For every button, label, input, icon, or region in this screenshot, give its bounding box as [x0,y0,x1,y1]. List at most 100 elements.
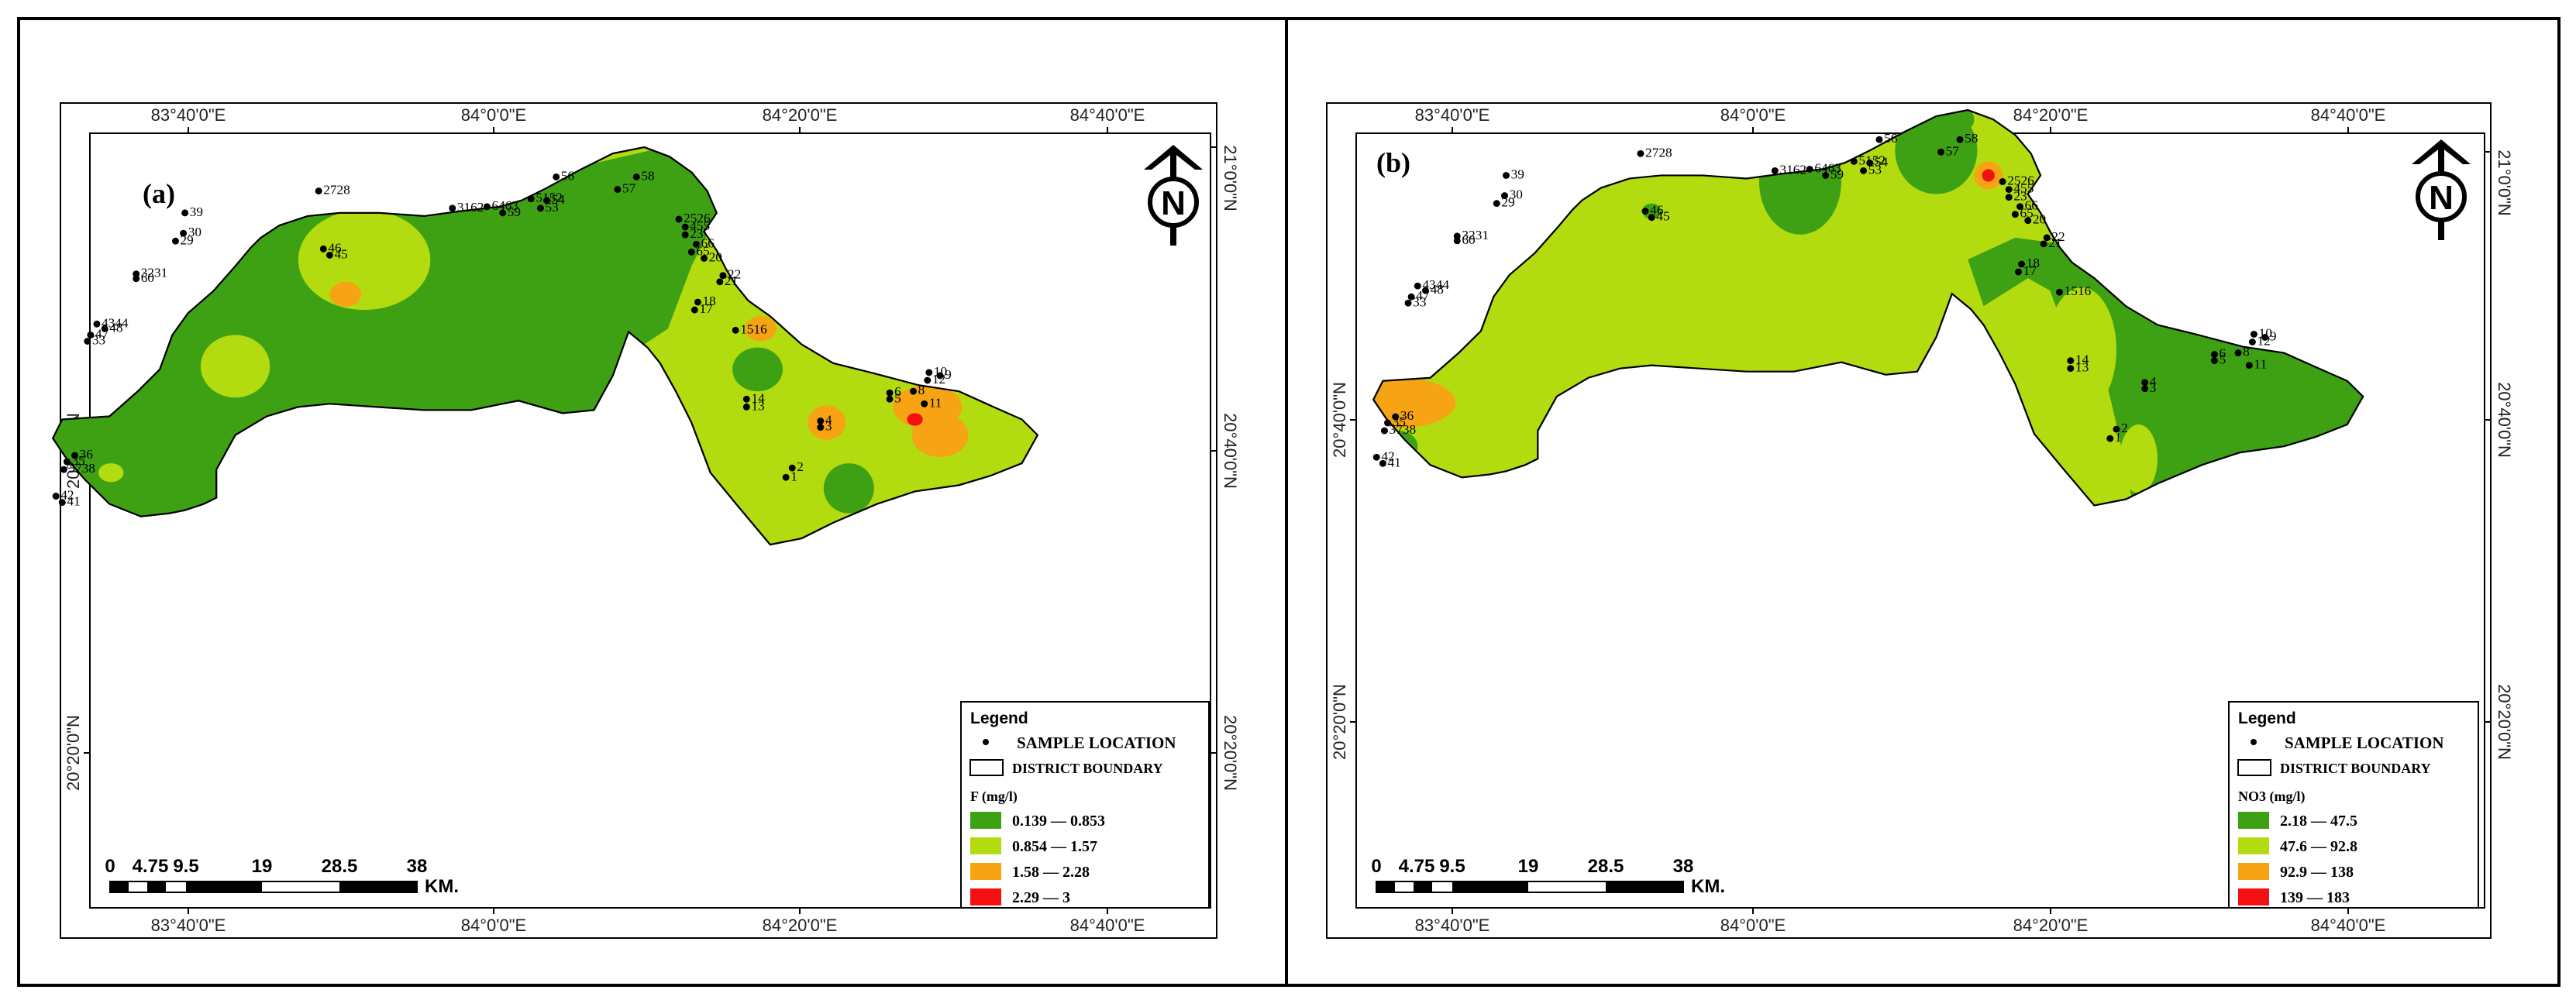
sample-point [181,209,189,217]
sample-label: 17 [699,301,713,316]
sample-point [527,195,535,203]
sample-point [782,473,790,481]
sample-point [63,458,71,466]
sample-label: 29 [181,232,194,247]
sample-point [1637,149,1644,157]
sample-label: 66 [701,235,715,250]
sample-label: 4344 [102,315,129,330]
sample-label: 18 [703,294,716,308]
sample-label: 4 [825,413,832,428]
sample-label: 46 [328,240,342,255]
scale-unit: KM. [425,876,459,897]
nitrate-class-47.6-92.8 [1373,110,2364,506]
sample-label: 47 [1416,288,1430,303]
bottom-tick-label: 84°20'0"E [2013,916,2089,935]
legend-class-swatch [970,837,1001,854]
sample-label: 21 [725,273,738,288]
sample-label: 2526 [684,211,711,225]
sample-point [692,240,700,248]
sample-label: 3162 [1779,163,1806,177]
nitrate-class-47.6-92.8 [2047,287,2116,412]
sample-point [742,395,750,403]
bottom-tick-label: 84°20'0"E [763,916,838,935]
map-inner-frame [89,132,1211,909]
legend-class-label: 2.29 — 3 [1012,889,1070,906]
sample-point [1404,299,1412,307]
bottom-tick-label: 84°40'0"E [2311,916,2386,935]
sample-label: 56 [1884,131,1898,146]
sample-point [499,209,507,217]
sample-label: 1516 [740,321,767,336]
legend-class-label: 92.9 — 138 [2280,864,2354,881]
top-tick-label: 84°0'0"E [461,105,526,125]
sample-point [2261,334,2269,341]
sample-label: 4344 [1422,277,1449,292]
sample-label: 22 [728,267,741,282]
sample-point [84,338,91,345]
sample-point [1822,172,1830,179]
svg-text:0: 0 [1371,856,1381,877]
north-arrow-icon: N [2412,139,2471,240]
svg-text:28.5: 28.5 [1588,856,1624,877]
sample-point [133,275,140,283]
fluoride-class-1.58-2.28 [808,405,846,440]
nitrate-class-92.9-138 [1458,167,1491,190]
sample-point [675,215,683,223]
sample-point [681,223,689,231]
sample-label: 46 [1650,203,1664,218]
sample-label: 8 [2243,345,2250,359]
svg-text:38: 38 [407,856,428,877]
sample-label: 42 [60,488,74,503]
nitrate-class-92.9-138 [1617,160,1655,179]
bottom-tick-label: 84°0'0"E [461,916,526,935]
sample-point [483,203,491,211]
sample-location-symbol [2251,739,2257,745]
sample-label: 1516 [2065,284,2092,298]
fluoride-class-0.139-0.853 [823,463,874,514]
legend-class-label: 1.58 — 2.28 [1012,864,1090,881]
sample-label: 30 [1510,187,1523,202]
fluoride-class-0.854-1.57 [200,335,270,398]
sample-point [1421,287,1429,294]
svg-text:19: 19 [252,856,273,877]
sample-point [2210,357,2218,365]
legend-class-swatch [2238,812,2269,829]
svg-text:4.75: 4.75 [1399,856,1435,877]
right-tick-label: 21°0'0"N [1221,145,1240,211]
district-boundary-symbol [2237,759,2271,776]
sample-label: 14 [751,390,765,405]
sample-point [1379,459,1386,467]
svg-text:N: N [2429,179,2454,217]
sample-label: 65 [696,243,709,258]
district-boundary-symbol [969,759,1004,776]
sample-point [1806,165,1813,173]
map-neatline [1326,102,2492,939]
sample-label: 47 [95,327,109,342]
sample-label: 13 [2075,360,2089,375]
sample-point [886,389,894,397]
sample-point [101,325,108,332]
sample-label: 57 [622,181,636,196]
sample-point [2040,240,2047,248]
sample-label: 48 [109,320,122,335]
svg-text:38: 38 [1673,856,1694,877]
sample-label: 11 [929,395,942,410]
sample-point [536,204,544,212]
sample-label: 53 [1868,163,1882,177]
sample-point [681,231,689,239]
legend-class-label: 47.6 — 92.8 [2280,838,2357,855]
sample-label: 11 [2254,357,2267,372]
sample-point [52,493,60,500]
sample-point [886,395,894,403]
legend-class-swatch [2238,888,2269,905]
sample-point [93,320,101,328]
sample-label: 20 [2033,212,2046,227]
sample-point [632,173,640,180]
sample-label: 20 [709,250,722,265]
sample-point [936,372,944,380]
legend-class-label: 0.139 — 0.853 [1012,813,1105,830]
sample-label: 23 [2013,189,2027,204]
legend-class-swatch [2238,837,2269,854]
